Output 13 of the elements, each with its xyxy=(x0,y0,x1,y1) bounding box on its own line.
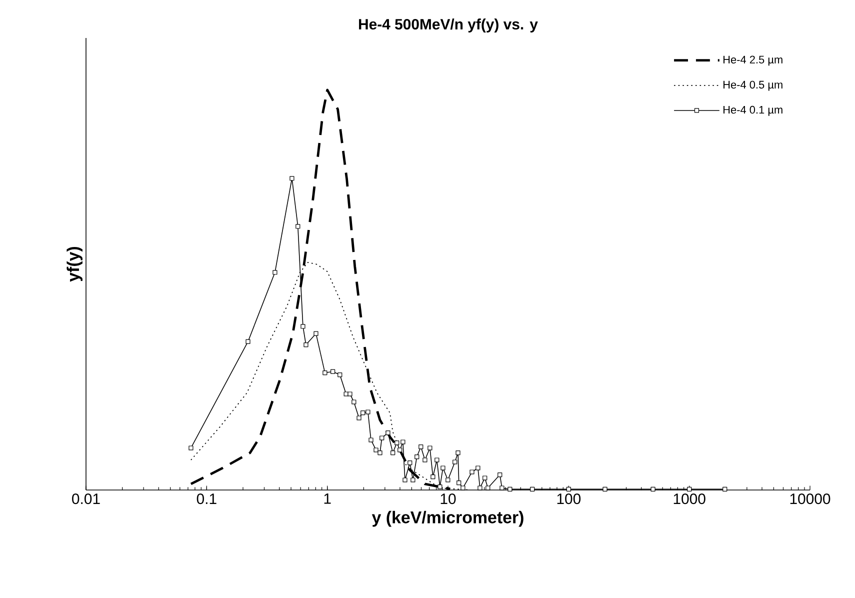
x-tick-label: 10000 xyxy=(790,494,830,504)
x-tick-label: 10 xyxy=(440,494,456,504)
x-tick-label: 100 xyxy=(557,494,581,504)
x-axis-title: y (keV/micrometer) xyxy=(372,510,524,527)
legend-label: He-4 0.1 µm xyxy=(723,106,782,116)
legend-label: He-4 2.5 µm xyxy=(723,56,782,66)
x-tick-label: 0.01 xyxy=(72,494,100,504)
x-tick-label: 0.1 xyxy=(196,494,216,504)
legend-label: He-4 0.5 µm xyxy=(723,80,782,91)
x-tick-label: 1 xyxy=(324,494,331,504)
y-axis-title: yf(y) xyxy=(66,246,82,282)
x-tick-label: 1000 xyxy=(674,494,706,504)
chart-title: He-4 500MeV/n yf(y) vs. y xyxy=(359,18,538,32)
